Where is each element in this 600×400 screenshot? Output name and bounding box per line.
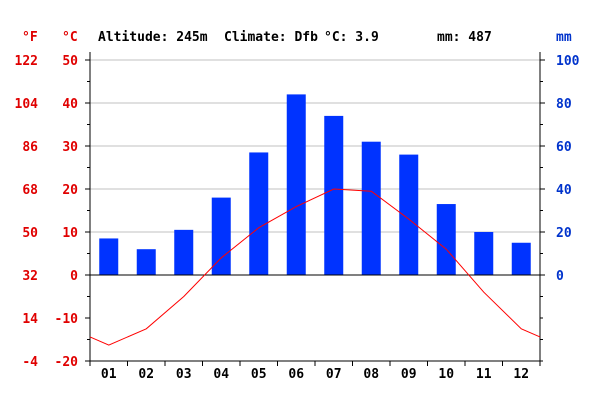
fahrenheit-tick-label: 14 (22, 312, 38, 327)
celsius-unit-label: °C (62, 30, 78, 45)
month-label: 06 (288, 367, 304, 382)
month-label: 07 (326, 367, 342, 382)
month-label: 05 (251, 367, 267, 382)
mm-tick-label: 100 (556, 54, 580, 69)
fahrenheit-tick-label: 50 (22, 226, 38, 241)
mm-tick-label: 40 (556, 183, 572, 198)
precipitation-bar (324, 115, 344, 276)
grid-lines (90, 59, 540, 233)
fahrenheit-tick-label: -4 (22, 355, 38, 370)
celsius-tick-label: 0 (70, 269, 78, 284)
month-label: 09 (401, 367, 417, 382)
precipitation-bar (436, 204, 456, 275)
precipitation-total-label: mm: 487 (437, 30, 492, 45)
precipitation-bar (474, 232, 494, 275)
precipitation-bar (136, 249, 156, 275)
fahrenheit-unit-label: °F (22, 30, 38, 45)
celsius-tick-label: 20 (62, 183, 78, 198)
avg-temperature-label: °C: 3.9 (324, 30, 379, 45)
celsius-tick-label: 50 (62, 54, 78, 69)
plot-axes (89, 52, 541, 362)
precipitation-bar (286, 94, 306, 276)
temperature-series-line (89, 188, 541, 346)
precipitation-bar (211, 197, 231, 275)
temperature-line (89, 188, 541, 346)
fahrenheit-tick-label: 86 (22, 140, 38, 155)
celsius-tick-label: -20 (55, 355, 79, 370)
mm-unit-label: mm (556, 30, 572, 45)
precipitation-bar (399, 154, 419, 275)
month-label: 08 (363, 367, 379, 382)
fahrenheit-tick-label: 68 (22, 183, 38, 198)
month-label: 11 (476, 367, 492, 382)
celsius-tick-label: 30 (62, 140, 78, 155)
month-label: 01 (101, 367, 117, 382)
celsius-tick-label: -10 (55, 312, 79, 327)
month-label: 02 (138, 367, 154, 382)
fahrenheit-tick-label: 122 (15, 54, 38, 69)
precipitation-bar (174, 229, 194, 275)
mm-tick-label: 60 (556, 140, 572, 155)
precipitation-bar (511, 242, 531, 275)
celsius-tick-label: 40 (62, 97, 78, 112)
fahrenheit-tick-label: 104 (15, 97, 39, 112)
precipitation-bar (361, 141, 381, 275)
month-label: 03 (176, 367, 192, 382)
axis-ticks: 5012240104308620681050032-1014-20-410080… (15, 54, 580, 382)
mm-tick-label: 80 (556, 97, 572, 112)
precipitation-bar (249, 152, 269, 275)
fahrenheit-tick-label: 32 (22, 269, 38, 284)
climate-label: Climate: Dfb (224, 30, 318, 45)
month-label: 04 (213, 367, 229, 382)
month-label: 12 (513, 367, 529, 382)
mm-tick-label: 0 (556, 269, 564, 284)
mm-tick-label: 20 (556, 226, 572, 241)
altitude-label: Altitude: 245m (98, 30, 208, 45)
celsius-tick-label: 10 (62, 226, 78, 241)
precipitation-bars (99, 94, 531, 276)
precipitation-bar (99, 238, 119, 275)
month-label: 10 (438, 367, 454, 382)
